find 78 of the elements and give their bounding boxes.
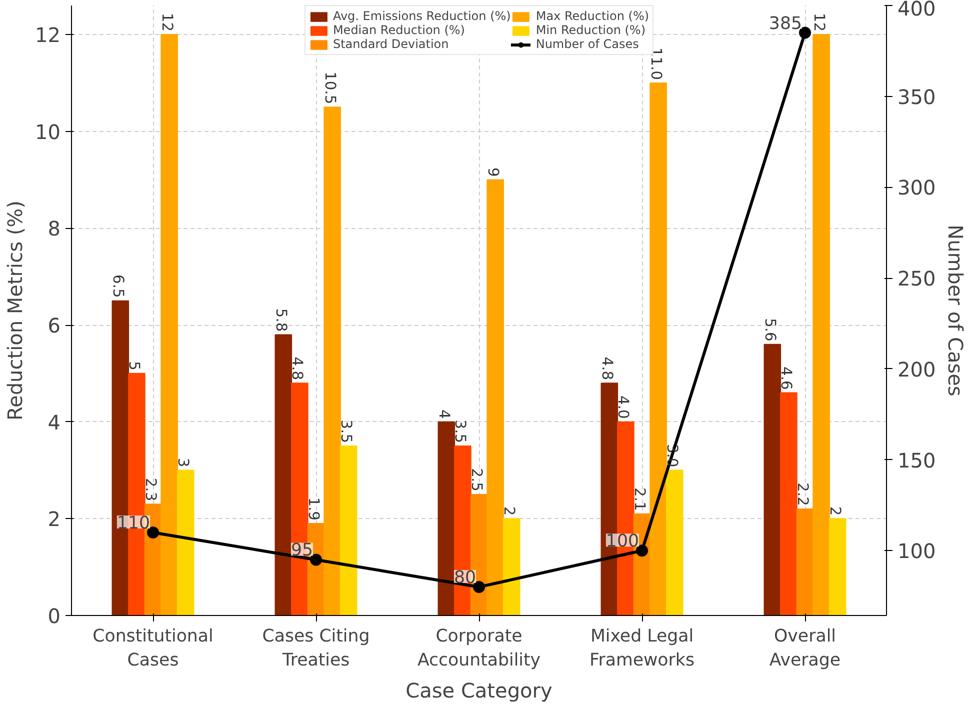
y2-tick-label: 350 xyxy=(898,84,936,109)
y2-tick-label: 150 xyxy=(898,448,936,472)
data-label: 110 xyxy=(116,513,150,534)
y2-tick-label: 100 xyxy=(898,539,936,564)
data-label: 4.8 xyxy=(288,356,306,380)
y-tick-label: 10 xyxy=(35,120,61,144)
bar xyxy=(764,344,782,616)
bar xyxy=(796,508,814,616)
data-label: 3.5 xyxy=(452,420,469,444)
data-label: 11.0 xyxy=(647,47,664,80)
data-label: 3.5 xyxy=(338,420,355,444)
point xyxy=(310,554,322,566)
point xyxy=(147,526,159,538)
data-label: 2 xyxy=(500,506,518,516)
data-label: 4.0 xyxy=(614,396,632,419)
x-tick-label: Overall Average xyxy=(769,626,841,670)
y-tick-label: 12 xyxy=(35,23,61,48)
bar xyxy=(828,518,846,616)
bar xyxy=(650,82,667,616)
data-label: 3.0 xyxy=(664,444,681,468)
y-tick-label: 0 xyxy=(48,604,61,628)
data-label: 2.5 xyxy=(468,468,485,492)
data-label: 6.5 xyxy=(109,274,126,298)
bar xyxy=(340,446,358,616)
bar xyxy=(324,106,341,616)
bar xyxy=(780,392,798,616)
data-label: 100 xyxy=(606,532,640,552)
y2-tick-label: 300 xyxy=(898,176,936,200)
bar xyxy=(274,334,292,616)
data-label: 4.6 xyxy=(778,366,795,390)
data-label: 2.1 xyxy=(631,488,648,511)
data-label: 95 xyxy=(290,540,314,561)
data-label: 2 xyxy=(826,506,844,516)
bar xyxy=(486,179,504,616)
y-tick-label: 2 xyxy=(48,507,61,532)
data-label: 4.8 xyxy=(598,356,616,380)
data-label: 3 xyxy=(174,458,192,468)
y2-axis-title: Number of Cases xyxy=(944,224,968,396)
data-label: 12 xyxy=(810,12,828,32)
x-axis-title: Case Category xyxy=(406,678,552,702)
legend-label: Median Reduction (%) xyxy=(332,23,465,37)
x-tick-label: Constitutional Cases xyxy=(92,626,214,670)
data-label: 80 xyxy=(454,568,476,588)
x-tick-label: Cases Citing Treaties xyxy=(262,626,370,670)
data-label: 12 xyxy=(158,12,176,32)
bar xyxy=(160,34,178,616)
data-label: 9 xyxy=(484,167,502,177)
data-label: 5.6 xyxy=(761,318,778,342)
data-label: 5 xyxy=(126,361,143,370)
y-tick-label: 4 xyxy=(48,410,61,434)
x-tick-label: Corporate Accountability xyxy=(417,626,541,670)
data-label: 10.5 xyxy=(321,72,338,104)
y-tick-label: 6 xyxy=(48,314,61,338)
point xyxy=(799,26,811,39)
y-axis-title: Reduction Metrics (%) xyxy=(3,200,28,420)
point xyxy=(636,544,648,557)
data-label: 5.8 xyxy=(272,308,290,332)
y2-tick-label: 400 xyxy=(898,0,936,20)
bar xyxy=(812,34,830,616)
data-label: 2.3 xyxy=(142,478,159,502)
y2-tick-label: 250 xyxy=(898,266,936,291)
bar xyxy=(666,470,684,616)
legend-label: Standard Deviation xyxy=(332,37,449,51)
data-label: 4 xyxy=(435,410,452,419)
bar xyxy=(176,470,194,616)
y2-tick-label: 200 xyxy=(898,357,936,382)
data-label: 1.9 xyxy=(305,497,322,521)
legend-label: Max Reduction (%) xyxy=(536,9,650,23)
data-label: 2.2 xyxy=(794,482,811,506)
bar xyxy=(502,518,520,616)
data-label: 385 xyxy=(768,14,802,34)
point xyxy=(473,580,485,593)
y-tick-label: 8 xyxy=(48,216,61,241)
legend-label: Min Reduction (%) xyxy=(536,23,646,37)
legend-label: Avg. Emissions Reduction (%) xyxy=(332,9,511,23)
bar xyxy=(438,421,456,616)
legend-label: Number of Cases xyxy=(536,37,639,51)
x-tick-label: Mixed Legal Frameworks xyxy=(590,626,694,670)
